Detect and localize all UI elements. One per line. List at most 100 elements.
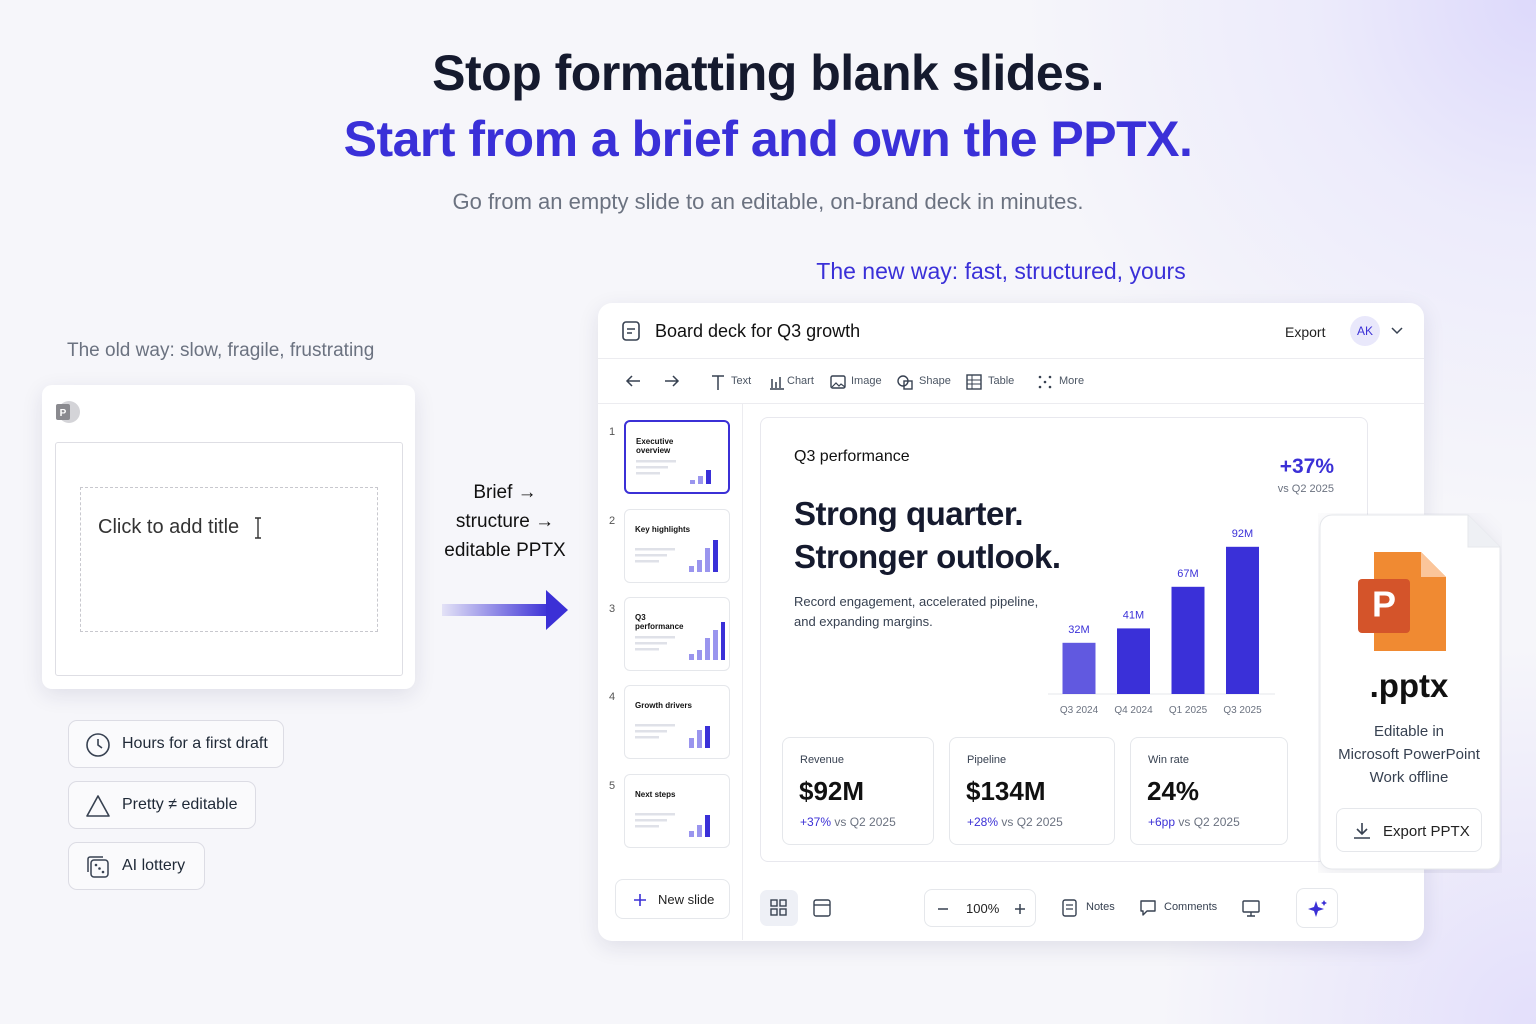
bar	[1062, 642, 1096, 694]
zoom-in[interactable]	[1014, 903, 1026, 915]
slide-thumbnail[interactable]: Q3 performance	[624, 597, 730, 671]
slide-number: 4	[609, 691, 616, 703]
slide-eyebrow: Q3 performance	[794, 448, 910, 465]
bar-category-label: Q1 2025	[1169, 705, 1208, 716]
toolbar-item[interactable]: Image	[851, 375, 882, 387]
decoration	[634, 894, 646, 906]
comments-button[interactable]: Comments	[1164, 901, 1218, 913]
file-notes: Editable in Microsoft PowerPoint Work of…	[1320, 720, 1498, 789]
decoration	[1308, 900, 1327, 917]
new-slide-button[interactable]: New slide	[615, 879, 730, 919]
slide-number: 2	[609, 515, 616, 527]
thumbnail-bar	[705, 638, 710, 660]
tagline: Go from an empty slide to an editable, o…	[452, 189, 1084, 214]
decoration	[967, 375, 981, 389]
thumbnail-bar	[713, 540, 718, 572]
slide-thumbnail[interactable]: Key highlights	[624, 509, 730, 583]
thumbnail-title: Key highlights	[635, 525, 691, 534]
decoration	[770, 377, 784, 390]
metric-change: +28%	[967, 815, 999, 829]
thumbnail-preview	[635, 813, 710, 837]
bar-value-label: 32M	[1068, 624, 1089, 636]
bottom-icons	[1062, 899, 1260, 917]
decoration: P	[60, 408, 67, 419]
thumbnail-preview	[636, 460, 711, 484]
decoration	[1062, 899, 1077, 917]
notes-button[interactable]: Notes	[1086, 901, 1115, 913]
new-way-label: The new way: fast, structured, yours	[816, 258, 1186, 284]
decoration	[830, 375, 846, 389]
thumbnail-bar	[689, 566, 694, 572]
slide-delta-note: vs Q2 2025	[1277, 483, 1334, 495]
decoration	[86, 733, 110, 757]
decoration	[94, 863, 98, 867]
toolbar-item[interactable]: Text	[731, 375, 752, 387]
toolbar-item[interactable]: Table	[988, 375, 1015, 387]
pain-text: Pretty ≠ editable	[122, 796, 238, 813]
decoration	[97, 739, 103, 749]
decoration	[1038, 385, 1042, 389]
toolbar-item[interactable]: More	[1059, 375, 1085, 387]
bar-category-label: Q3 2024	[1060, 705, 1099, 716]
thumbnail-bar	[713, 630, 718, 660]
undo-redo[interactable]	[624, 373, 684, 389]
toolbar-item[interactable]: Chart	[787, 375, 814, 387]
decoration	[1140, 900, 1156, 916]
file-extension: .pptx	[1369, 667, 1449, 704]
decoration	[779, 908, 787, 916]
title-placeholder[interactable]: Click to add title	[80, 487, 378, 632]
thumbnail-bar	[698, 476, 703, 484]
decoration	[1066, 904, 1073, 910]
zoom-out[interactable]	[937, 903, 949, 915]
bar-chart: 32M Q3 2024 41M Q4 2024 67M Q1 2025 92M Q3 2025	[1048, 528, 1275, 716]
thumbnail-line	[635, 730, 667, 733]
grid-view-button[interactable]	[760, 890, 798, 926]
zoom-control[interactable]: 100%	[924, 889, 1036, 927]
old-slide-window: P Click to add title	[42, 385, 415, 689]
pain-text: AI lottery	[122, 857, 186, 874]
divider	[598, 403, 1424, 404]
warning-icon	[86, 795, 110, 817]
placeholder-text: Click to add title	[98, 516, 240, 538]
bar-value-label: 92M	[1232, 528, 1253, 540]
thumbnail-line	[636, 466, 668, 469]
slide-thumbnail[interactable]: Next steps	[624, 774, 730, 848]
export-link[interactable]: Export	[1285, 324, 1326, 340]
zoom-level: 100%	[966, 901, 1000, 916]
toolbar-item[interactable]: Shape	[919, 375, 951, 387]
slide-thumbnail[interactable]: Growth drivers	[624, 685, 730, 759]
headline-line: Strong quarter.	[794, 495, 1024, 532]
thumbnail-line	[635, 648, 659, 651]
thumbnail-line	[635, 819, 667, 822]
transition-line: Brief →	[473, 482, 537, 503]
headline-line: Stronger outlook.	[794, 538, 1061, 575]
toolbar-icons	[712, 374, 1052, 390]
view-icons	[770, 899, 831, 917]
thumbnail-line	[635, 724, 675, 727]
ai-button[interactable]	[1296, 888, 1338, 928]
decoration	[625, 375, 680, 387]
chevron[interactable]	[1391, 326, 1403, 336]
export-pptx-button[interactable]: Export PPTX	[1336, 808, 1482, 852]
thumbnail-bar	[697, 650, 702, 660]
decoration	[1391, 327, 1403, 335]
bar-value-label: 41M	[1123, 609, 1144, 621]
bar	[1226, 546, 1259, 694]
slide-headline: Strong quarter. Stronger outlook.	[794, 492, 1061, 578]
decoration	[770, 908, 778, 916]
thumbnail-title: Executive overview	[636, 437, 674, 455]
thumbnail-bar	[689, 831, 694, 837]
decoration	[1043, 380, 1047, 384]
slide-thumbnail[interactable]: Executive overview	[624, 420, 730, 494]
thumbnail-bar	[706, 470, 711, 484]
metric-value: 24%	[1147, 776, 1200, 806]
decoration	[1467, 515, 1500, 548]
avatar[interactable]: AK	[1350, 316, 1380, 346]
new-slide-label: New slide	[658, 892, 715, 907]
decoration	[86, 795, 110, 817]
file-card: P	[1319, 514, 1501, 870]
file-note: Editable in	[1373, 723, 1445, 740]
decoration	[1358, 579, 1410, 633]
thumbnail-line	[635, 636, 675, 639]
metric-label: Win rate	[1148, 754, 1189, 766]
